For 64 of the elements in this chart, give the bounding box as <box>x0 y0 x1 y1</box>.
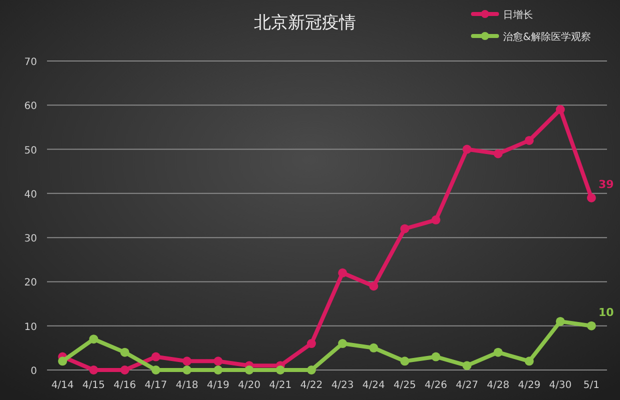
x-tick-label: 4/23 <box>331 380 354 391</box>
y-tick-label: 0 <box>30 366 37 377</box>
x-tick-label: 4/25 <box>394 380 416 391</box>
x-tick-label: 4/28 <box>486 380 510 391</box>
point <box>586 193 596 202</box>
x-tick-label: 4/27 <box>456 380 478 391</box>
point <box>462 144 472 154</box>
point <box>462 361 472 370</box>
y-tick-label: 50 <box>24 145 37 156</box>
point <box>306 366 316 374</box>
point <box>89 334 98 344</box>
point <box>431 352 440 362</box>
x-tick-label: 4/26 <box>424 380 448 391</box>
x-tick-label: 5/1 <box>583 380 600 391</box>
legend-label: 治愈&解除医学观察 <box>503 31 591 43</box>
x-tick-label: 4/18 <box>176 380 198 391</box>
x-tick-label: 4/14 <box>51 380 74 391</box>
x-tick-label: 4/15 <box>82 380 105 391</box>
point <box>494 149 503 158</box>
point <box>400 356 410 366</box>
point <box>338 339 348 348</box>
y-tick-label: 20 <box>24 278 37 289</box>
point <box>400 224 410 234</box>
point <box>369 282 378 291</box>
y-tick-label: 60 <box>24 101 37 112</box>
point <box>244 366 254 374</box>
point <box>306 339 316 348</box>
point <box>494 348 503 357</box>
point <box>276 366 285 374</box>
y-tick-label: 10 <box>24 322 37 333</box>
point <box>58 356 68 366</box>
x-tick-label: 4/20 <box>238 380 260 391</box>
point <box>524 356 534 366</box>
x-tick-label: 4/21 <box>269 380 292 391</box>
point <box>524 136 534 145</box>
point <box>586 321 596 330</box>
point <box>120 366 130 374</box>
data-label: 39 <box>598 178 614 191</box>
point <box>89 366 98 374</box>
x-tick-label: 4/16 <box>114 380 136 391</box>
x-tick-label: 4/17 <box>144 380 168 391</box>
point <box>369 343 378 352</box>
x-tick-label: 4/22 <box>300 380 323 391</box>
x-tick-label: 4/29 <box>518 380 540 391</box>
point <box>556 316 565 326</box>
y-tick-label: 70 <box>24 57 37 68</box>
y-tick-label: 40 <box>24 189 37 200</box>
data-label: 10 <box>598 306 614 319</box>
point <box>182 356 192 366</box>
chart-title: 北京新冠疫情 <box>254 13 356 33</box>
x-tick-label: 4/24 <box>362 380 385 391</box>
point <box>214 356 223 366</box>
x-tick-label: 4/19 <box>206 380 230 391</box>
legend-label: 日增长 <box>503 9 533 21</box>
x-tick-label: 4/30 <box>549 380 572 391</box>
point <box>151 352 160 362</box>
point <box>151 366 160 374</box>
point <box>556 105 565 114</box>
point <box>120 348 130 357</box>
y-tick-label: 30 <box>24 234 37 245</box>
point <box>214 366 223 374</box>
point <box>182 366 192 374</box>
point <box>431 215 440 224</box>
point <box>338 268 348 278</box>
